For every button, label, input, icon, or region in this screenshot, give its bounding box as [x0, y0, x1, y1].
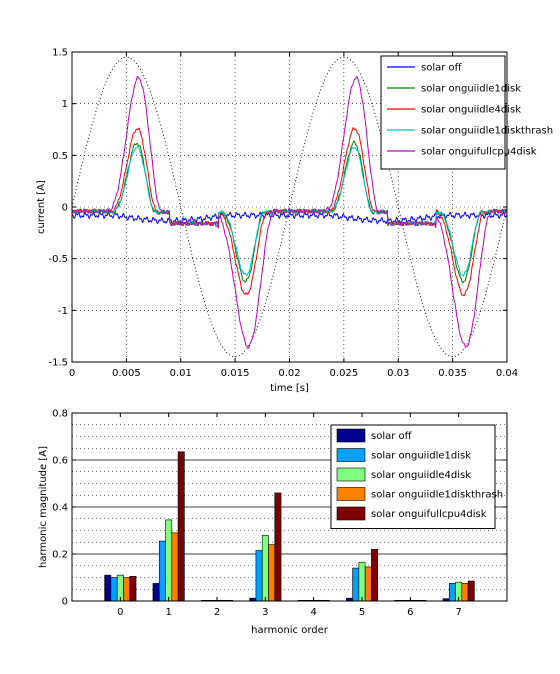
- y-tick-label: 1.5: [52, 48, 68, 59]
- bar-2-5: [358, 561, 366, 602]
- x-tick-label: 0: [69, 368, 75, 379]
- x-tick-label: 0.01: [170, 368, 192, 379]
- legend-label-0: solar off: [371, 431, 413, 442]
- series-line-4: [71, 75, 508, 349]
- legend-label-3: solar onguiidle1diskthrash: [421, 126, 553, 137]
- bar-4-0: [129, 576, 137, 602]
- legend-label-2: solar onguiidle4disk: [371, 470, 471, 481]
- legend-label-1: solar onguiidle1disk: [371, 451, 471, 462]
- x-axis-label: time [s]: [270, 383, 309, 394]
- y-tick-label: -0.5: [48, 254, 68, 265]
- x-tick-label: 0.03: [387, 368, 409, 379]
- bar-3-7: [461, 583, 469, 602]
- legend-swatch-2: [336, 467, 366, 482]
- reference-sine-line: [71, 56, 508, 358]
- legend-swatch-1: [336, 448, 366, 462]
- bar-1-3: [255, 550, 263, 602]
- y-tick-label: 0.2: [52, 550, 68, 561]
- bar-1-5: [352, 567, 360, 602]
- time-domain-chart: 0 0.005 0.01 0.015 0.02 0.025 0.03 0.035 0.04 -1.…: [36, 48, 553, 395]
- bar-0-1: [152, 583, 160, 602]
- y-tick-label: 1: [62, 99, 68, 110]
- bar-3-1: [171, 532, 179, 602]
- bar-1-0: [110, 577, 118, 602]
- x-tick-label: 7: [455, 607, 461, 618]
- x-tick-label: 6: [407, 607, 413, 618]
- x-tick-label: 0.005: [112, 368, 141, 379]
- y-tick-label: 0.8: [52, 409, 68, 420]
- bar-3-0: [123, 577, 131, 602]
- y-tick-label: 0: [62, 203, 68, 214]
- y-tick-label: -1: [58, 306, 68, 317]
- x-tick-label: 0: [117, 607, 123, 618]
- legend-label-4: solar onguifullcpu4disk: [421, 147, 537, 158]
- x-tick-label: 0.02: [278, 368, 300, 379]
- bar-4-3: [274, 492, 282, 602]
- x-tick-label: 5: [359, 607, 365, 618]
- bar-3-3: [268, 544, 276, 602]
- harmonic-bar-chart: 0 1 2 3 4 5 6 7 0 0.2 0.4 0.6 0.8 harmonic order harmo…: [38, 409, 508, 636]
- bar-0-0: [104, 574, 112, 602]
- bar-2-3: [261, 534, 269, 602]
- legend-swatch-4: [336, 506, 366, 521]
- x-tick-label: 0.015: [221, 368, 250, 379]
- legend-label-1: solar onguiidle1disk: [421, 84, 521, 95]
- y-axis-label: current [A]: [36, 180, 47, 234]
- bar-1-1: [158, 540, 166, 602]
- bar-3-5: [364, 566, 372, 602]
- y-tick-label: 0.4: [52, 503, 68, 514]
- bar-4-7: [467, 580, 475, 602]
- y-axis-label: harmonic magnitude [A]: [38, 446, 49, 568]
- bar-2-1: [165, 519, 173, 602]
- legend-swatch-3: [336, 487, 366, 501]
- x-tick-label: 2: [214, 607, 220, 618]
- legend-label-3: solar onguiidle1diskthrash: [371, 490, 503, 501]
- y-tick-label: 0.6: [52, 456, 68, 467]
- x-tick-label: 1: [165, 607, 171, 618]
- bar-4-5: [371, 548, 379, 602]
- bar-1-7: [448, 583, 456, 602]
- bar-4-1: [177, 451, 185, 602]
- legend-box: [380, 55, 506, 170]
- legend-label-4: solar onguifullcpu4disk: [371, 509, 487, 520]
- legend-swatch-0: [336, 428, 366, 443]
- legend-label-2: solar onguiidle4disk: [421, 105, 521, 116]
- x-tick-label: 0.035: [438, 368, 467, 379]
- x-tick-label: 0.04: [496, 368, 518, 379]
- x-axis-label: harmonic order: [251, 625, 329, 636]
- legend-label-0: solar off: [421, 63, 463, 74]
- y-tick-label: 0.5: [52, 151, 68, 162]
- x-tick-label: 4: [310, 607, 316, 618]
- x-tick-label: 0.025: [330, 368, 359, 379]
- x-tick-label: 3: [262, 607, 268, 618]
- y-tick-label: -1.5: [48, 358, 68, 369]
- y-tick-label: 0: [62, 597, 68, 608]
